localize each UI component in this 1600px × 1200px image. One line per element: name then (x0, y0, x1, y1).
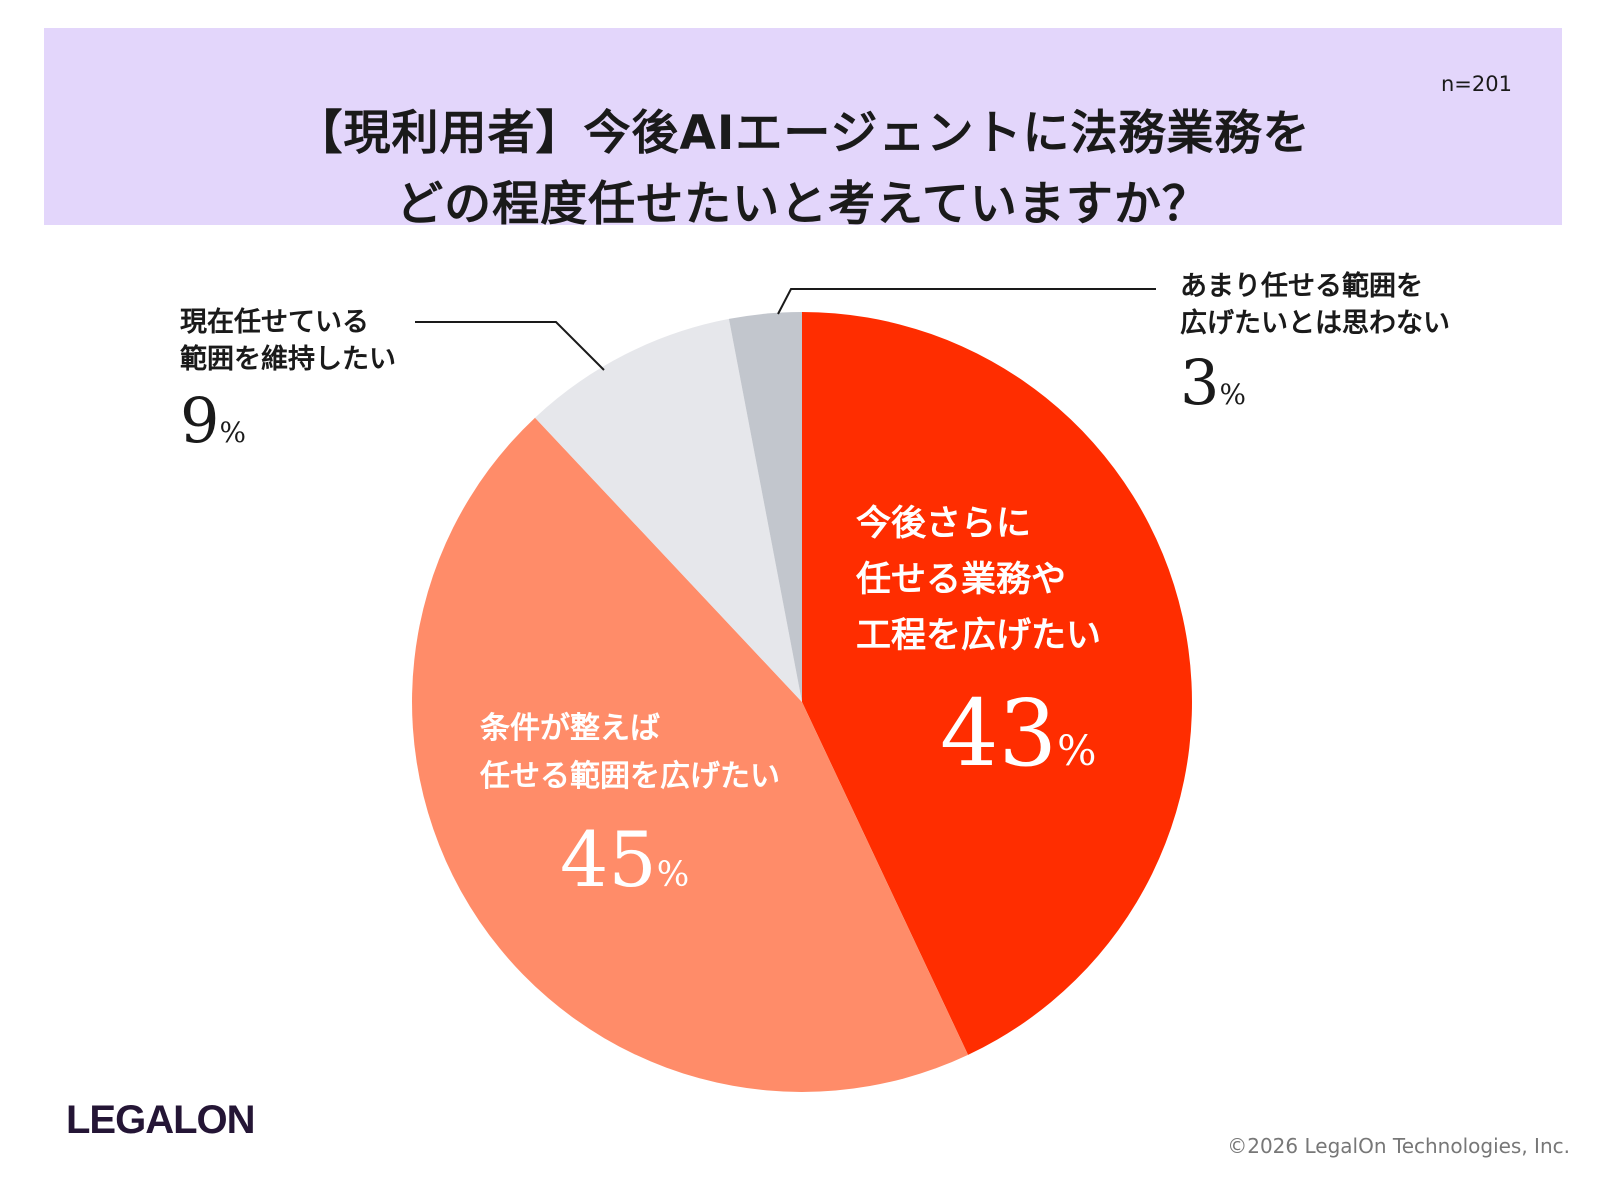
slice-label-3-line-2: 広げたいとは思わない (1180, 308, 1450, 339)
title-banner: 【現利用者】今後AIエージェントに法務業務を どの程度任せたいと考えていますか？… (44, 28, 1562, 232)
leader-line-slice-3 (777, 288, 1156, 315)
slice-value-3-unit: % (1219, 378, 1246, 411)
slice-value-0: 43% (940, 688, 1096, 780)
chart-title-line-2: どの程度任せたいと考えていますか？ (396, 177, 1210, 232)
slice-label-2: 現在任せている 範囲を維持したい (180, 304, 396, 378)
slice-label-3-line-1: あまり任せる範囲を (1180, 271, 1423, 302)
slice-label-1: 条件が整えば 任せる範囲を広げたい (480, 705, 780, 801)
copyright-notice: ©2026 LegalOn Technologies, Inc. (1227, 1134, 1570, 1158)
slice-label-1-line-1: 条件が整えば (480, 711, 660, 746)
slice-label-0-line-3: 工程を広げたい (856, 616, 1102, 656)
pie-slice-2 (535, 318, 802, 702)
slice-value-1-unit: % (656, 855, 690, 895)
slice-value-3: 3% (1180, 352, 1246, 414)
slice-value-2-number: 9 (180, 384, 220, 457)
slice-label-0-line-1: 今後さらに (856, 504, 1032, 544)
slice-label-0: 今後さらに 任せる業務や 工程を広げたい (856, 496, 1101, 664)
chart-title-line-1: 【現利用者】今後AIエージェントに法務業務を (295, 106, 1311, 161)
slice-value-1-number: 45 (560, 815, 657, 904)
slice-value-2-unit: % (219, 416, 246, 449)
slice-value-0-unit: % (1057, 727, 1097, 775)
slice-label-3: あまり任せる範囲を 広げたいとは思わない (1180, 268, 1450, 342)
legalon-logo: LEGALON (66, 1098, 256, 1142)
slice-value-1: 45% (560, 822, 689, 898)
slice-value-3-number: 3 (1180, 346, 1220, 419)
slice-label-2-line-1: 現在任せている (180, 307, 369, 338)
slice-value-0-number: 43 (940, 680, 1058, 787)
slice-label-2-line-2: 範囲を維持したい (180, 344, 396, 375)
sample-size: n=201 (1441, 72, 1512, 96)
pie-slice-0 (802, 312, 1192, 1055)
slice-label-1-line-2: 任せる範囲を広げたい (480, 759, 780, 794)
pie-slice-3 (728, 312, 802, 702)
slice-label-0-line-2: 任せる業務や (856, 560, 1067, 600)
slice-value-2: 9% (180, 390, 246, 452)
pie-slice-1 (412, 417, 969, 1092)
leader-line-slice-2 (415, 321, 605, 371)
